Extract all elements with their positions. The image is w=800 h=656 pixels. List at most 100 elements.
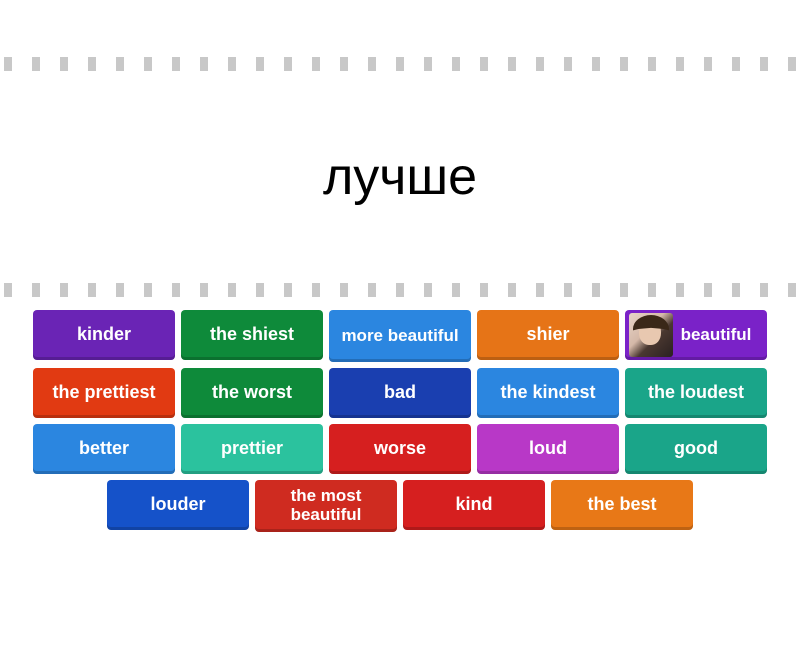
decorative-dots-top [0, 56, 800, 72]
answer-tile[interactable]: beautiful [625, 310, 767, 360]
decorative-dot [200, 283, 208, 297]
tile-label: the prettiest [52, 383, 155, 403]
decorative-dot [676, 283, 684, 297]
answer-tile[interactable]: better [33, 424, 175, 474]
tile-row: better prettier worse loud good [30, 424, 770, 474]
decorative-dot [256, 57, 264, 71]
answer-tile[interactable]: bad [329, 368, 471, 418]
tile-label: bad [384, 383, 416, 403]
decorative-dot [424, 57, 432, 71]
decorative-dot [620, 57, 628, 71]
decorative-dot [368, 283, 376, 297]
answer-tile[interactable]: worse [329, 424, 471, 474]
decorative-dot [508, 283, 516, 297]
answer-tile[interactable]: louder [107, 480, 249, 530]
tile-label: kinder [77, 325, 131, 345]
decorative-dot [452, 283, 460, 297]
decorative-dot [60, 283, 68, 297]
decorative-dots-mid [0, 282, 800, 298]
decorative-dot [648, 283, 656, 297]
tile-label: beautiful [681, 326, 752, 345]
decorative-dot [284, 283, 292, 297]
decorative-dot [620, 283, 628, 297]
tile-label: louder [150, 495, 205, 515]
decorative-dot [172, 283, 180, 297]
decorative-dot [312, 57, 320, 71]
decorative-dot [564, 57, 572, 71]
decorative-dot [648, 57, 656, 71]
decorative-dot [704, 283, 712, 297]
decorative-dot [396, 57, 404, 71]
decorative-dot [732, 283, 740, 297]
tile-row: kinder the shiest more beautiful shier beaut… [30, 310, 770, 362]
answer-tile[interactable]: the shiest [181, 310, 323, 360]
tile-label: good [674, 439, 718, 459]
decorative-dot [704, 57, 712, 71]
decorative-dot [536, 283, 544, 297]
decorative-dot [32, 283, 40, 297]
tile-label: the loudest [648, 383, 744, 403]
decorative-dot [788, 283, 796, 297]
answer-tile[interactable]: prettier [181, 424, 323, 474]
prompt-word: лучше [323, 147, 477, 207]
decorative-dot [88, 283, 96, 297]
answer-tile[interactable]: shier [477, 310, 619, 360]
answer-tile[interactable]: good [625, 424, 767, 474]
answer-tile[interactable]: the loudest [625, 368, 767, 418]
decorative-dot [732, 57, 740, 71]
decorative-dot [676, 57, 684, 71]
decorative-dot [228, 57, 236, 71]
tile-label: worse [374, 439, 426, 459]
tile-label: loud [529, 439, 567, 459]
answer-tile[interactable]: the worst [181, 368, 323, 418]
answer-tile[interactable]: the kindest [477, 368, 619, 418]
tile-label: the best [587, 495, 656, 515]
tile-label: shier [526, 325, 569, 345]
decorative-dot [424, 283, 432, 297]
decorative-dot [144, 283, 152, 297]
answer-tile[interactable]: the most beautiful [255, 480, 397, 532]
prompt-area: лучше [0, 72, 800, 282]
decorative-dot [32, 57, 40, 71]
decorative-dot [228, 283, 236, 297]
decorative-dot [284, 57, 292, 71]
avatar-icon [629, 313, 673, 357]
tile-label: the kindest [500, 383, 595, 403]
answer-tile[interactable]: kind [403, 480, 545, 530]
decorative-dot [116, 57, 124, 71]
answer-tile[interactable]: the best [551, 480, 693, 530]
decorative-dot [788, 57, 796, 71]
decorative-dot [760, 57, 768, 71]
decorative-dot [508, 57, 516, 71]
decorative-dot [116, 283, 124, 297]
answer-tile[interactable]: kinder [33, 310, 175, 360]
decorative-dot [396, 283, 404, 297]
decorative-dot [536, 57, 544, 71]
tile-label: prettier [221, 439, 283, 459]
decorative-dot [60, 57, 68, 71]
decorative-dot [144, 57, 152, 71]
answer-tile[interactable]: the prettiest [33, 368, 175, 418]
tile-label: more beautiful [341, 327, 458, 346]
decorative-dot [256, 283, 264, 297]
decorative-dot [592, 283, 600, 297]
decorative-dot [760, 283, 768, 297]
decorative-dot [340, 283, 348, 297]
answer-tile[interactable]: more beautiful [329, 310, 471, 362]
decorative-dot [368, 57, 376, 71]
decorative-dot [480, 283, 488, 297]
decorative-dot [4, 57, 12, 71]
tile-row: louder the most beautiful kind the best [30, 480, 770, 532]
decorative-dot [88, 57, 96, 71]
tile-label: the most beautiful [259, 487, 393, 524]
decorative-dot [452, 57, 460, 71]
answer-tile[interactable]: loud [477, 424, 619, 474]
decorative-dot [340, 57, 348, 71]
decorative-dot [592, 57, 600, 71]
decorative-dot [4, 283, 12, 297]
answer-tiles-area: kinder the shiest more beautiful shier beaut… [0, 298, 800, 532]
tile-label: kind [455, 495, 492, 515]
tile-row: the prettiest the worst bad the kindest the … [30, 368, 770, 418]
decorative-dot [172, 57, 180, 71]
decorative-dot [480, 57, 488, 71]
